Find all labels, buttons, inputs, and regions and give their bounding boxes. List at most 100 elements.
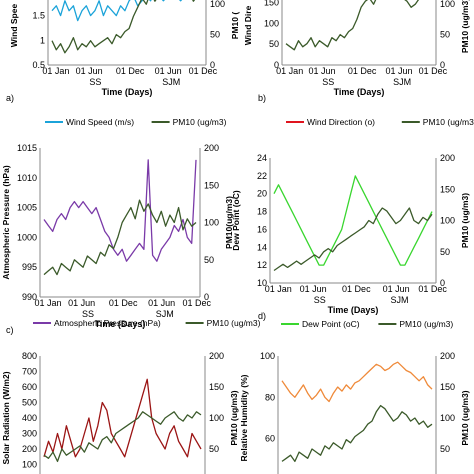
y-left-axis-title: Atmospheric Pressure (hPa): [1, 165, 11, 279]
y-right-tick-label: 0: [440, 60, 445, 70]
y-right-tick-label: 50: [210, 30, 220, 40]
y-right-tick-label: 50: [204, 255, 214, 265]
y-left-tick-label: 1: [40, 35, 45, 45]
site-label: SS: [82, 309, 94, 319]
y-left-tick-label: 1015: [17, 143, 37, 153]
y-right-tick-label: 200: [204, 143, 219, 153]
y-right-tick-label: 200: [440, 351, 455, 361]
y-left-axis-title: Solar Radiation (W/m2): [1, 371, 11, 464]
y-left-tick-label: 100: [22, 460, 37, 470]
series-line: [273, 207, 433, 272]
x-tick-label: 01 Dec: [116, 66, 145, 76]
chart-panel-4: 24 22 20 18 16 14 12 10 200 150 100 50 0 01 Jan 01 Jun…: [231, 153, 470, 321]
y-left-tick-label: 10: [257, 278, 267, 288]
series-line: [43, 411, 202, 463]
y-left-tick-label: 14: [257, 242, 267, 252]
x-tick-label: 01 Jan: [42, 66, 69, 76]
x-tick-label: 01 Jun: [148, 298, 175, 308]
y-right-tick-label: 50: [440, 444, 450, 454]
y-left-tick-label: 0.5: [32, 60, 45, 70]
y-right-tick-label: 150: [209, 382, 224, 392]
y-left-tick-label: 200: [22, 444, 37, 454]
y-left-tick-label: 20: [257, 189, 267, 199]
y-right-tick-label: 100: [209, 413, 224, 423]
y-left-axis-title: Wind Dire: [243, 5, 253, 45]
x-tick-label: 01 Jun: [300, 284, 327, 294]
y-left-tick-label: 24: [257, 153, 267, 163]
x-tick-label: 01 Jun: [68, 298, 95, 308]
site-label: SJM: [162, 77, 180, 87]
x-tick-label: 01 Jan: [276, 66, 303, 76]
x-axis-label: Time (Days): [328, 305, 379, 315]
x-tick-label: 01 Dec: [183, 298, 212, 308]
series-line: [43, 378, 202, 458]
y-left-tick-label: 0: [274, 60, 279, 70]
y-left-tick-label: 1010: [17, 173, 37, 183]
y-right-axis-title: PM10 (ug/m3): [460, 390, 470, 445]
site-label: SS: [314, 295, 326, 305]
y-right-tick-label: 0: [440, 278, 445, 288]
legend-3: Atmospheric Pressure (hPa) PM10 (ug/m3): [33, 318, 261, 328]
legend-1: Wind Speed (m/s) PM10 (ug/m3): [45, 117, 227, 127]
site-label: SS: [322, 77, 334, 87]
x-tick-label: 01 Jun: [155, 66, 182, 76]
y-left-tick-label: 60: [265, 434, 275, 444]
y-left-tick-label: 800: [22, 351, 37, 361]
panel-label: c): [6, 325, 14, 335]
site-label: SS: [89, 77, 101, 87]
panel-label: b): [258, 93, 266, 103]
chart-panel-6: 10080604020015010050Relative Humidity (%…: [239, 351, 470, 474]
y-right-axis-title: PM10 (ug/m3): [229, 390, 239, 445]
series-line: [43, 159, 197, 262]
x-tick-label: 01 Dec: [109, 298, 138, 308]
x-tick-label: 01 Dec: [418, 284, 447, 294]
y-right-axis-title: PM10 (ug/m3): [460, 193, 470, 248]
y-left-tick-label: 18: [257, 207, 267, 217]
series-line: [285, 0, 420, 51]
y-left-tick-label: 500: [22, 398, 37, 408]
y-left-tick-label: 995: [22, 262, 37, 272]
legend-label: PM10 (ug/m3): [399, 319, 453, 329]
x-tick-label: 01 Jan: [34, 298, 61, 308]
y-right-axis-title: PM10(ug/m3): [224, 196, 234, 249]
y-left-tick-label: 600: [22, 382, 37, 392]
x-tick-label: 01 Dec: [189, 66, 218, 76]
y-left-axis-title: Wind Spee: [9, 4, 19, 48]
y-left-tick-label: 150: [264, 0, 279, 8]
y-left-tick-label: 50: [269, 39, 279, 49]
x-tick-label: 01 Jan: [265, 284, 292, 294]
y-left-tick-label: 300: [22, 429, 37, 439]
x-tick-label: 01 Jun: [383, 284, 410, 294]
y-left-axis-title: Dew Point (oC): [231, 190, 241, 251]
y-right-tick-label: 100: [210, 0, 225, 9]
legend-label: PM10 (ug/m3): [207, 318, 261, 328]
y-right-tick-label: 150: [440, 184, 455, 194]
y-left-tick-label: 22: [257, 171, 267, 181]
site-label: SJM: [156, 309, 174, 319]
y-left-tick-label: 1000: [17, 232, 37, 242]
y-right-tick-label: 150: [440, 382, 455, 392]
y-left-tick-label: 990: [22, 292, 37, 302]
y-left-tick-label: 100: [264, 18, 279, 28]
legend-label: Wind Direction (o): [307, 117, 375, 127]
legend-label: PM10 (ug/m3): [173, 117, 227, 127]
x-axis-label: Time (Days): [102, 87, 153, 97]
x-tick-label: 01 Dec: [342, 284, 371, 294]
x-tick-label: 01 Jun: [76, 66, 103, 76]
y-right-tick-label: 0: [204, 292, 209, 302]
series-line: [281, 404, 433, 463]
series-line: [43, 199, 197, 276]
legend-label: PM10 (ug/m3): [423, 117, 474, 127]
legend-label: Wind Speed (m/s): [66, 117, 134, 127]
legend-label: Dew Point (oC): [302, 319, 360, 329]
y-left-tick-label: 1.5: [32, 11, 45, 21]
x-tick-label: 01 Dec: [348, 66, 377, 76]
x-axis-label: Time (Days): [334, 87, 385, 97]
y-right-axis-title: PM10 (: [230, 12, 240, 40]
y-left-tick-label: 700: [22, 367, 37, 377]
chart-panel-1: 1.5 1 0.5 100 50 0 01 Jan 01 Jun 01 Dec 01 Jun 01 …: [6, 0, 240, 103]
y-right-tick-label: 100: [440, 216, 455, 226]
legend-2: Wind Direction (o) PM10 (ug/m3): [286, 117, 474, 127]
